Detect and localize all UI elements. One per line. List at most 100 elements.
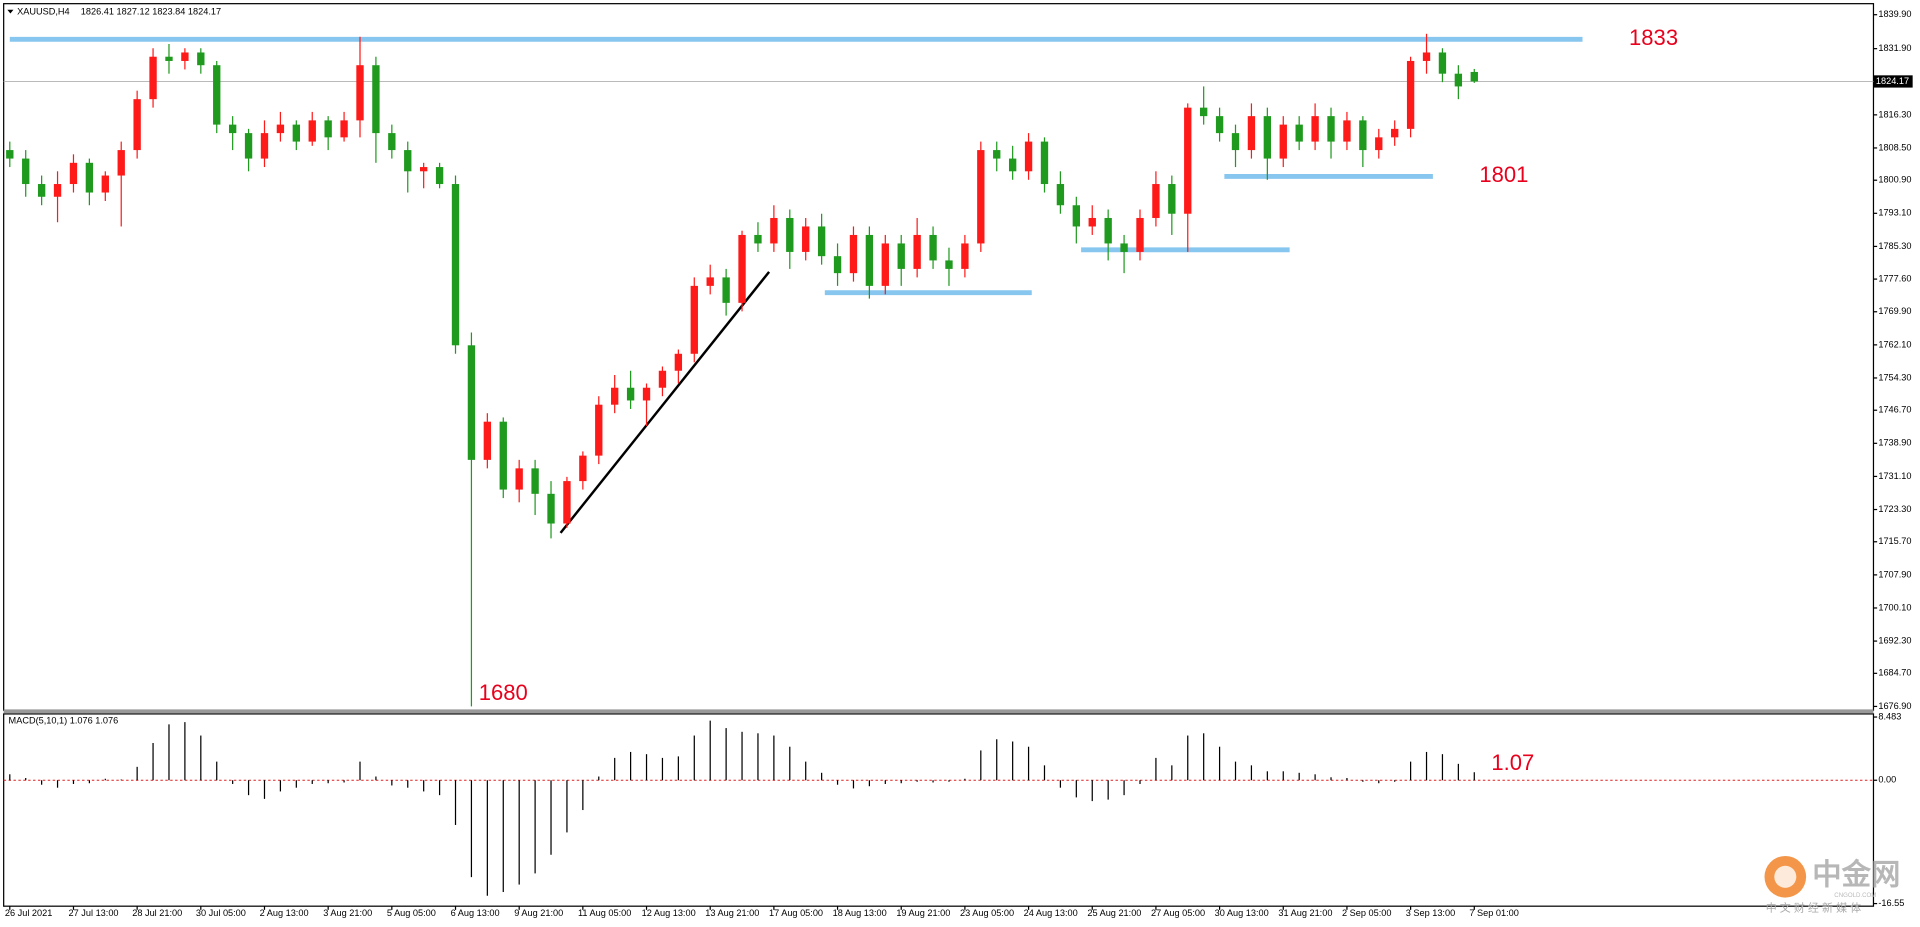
y-tick-label: 1715.70 (1878, 536, 1911, 546)
candle-body (244, 133, 253, 159)
candle-body (611, 387, 619, 405)
candle-body (1311, 116, 1319, 142)
menu-arrow (7, 9, 14, 14)
candle-body (1454, 73, 1463, 87)
candle-body (881, 243, 889, 286)
y-tick-label: 1816.30 (1878, 109, 1911, 119)
candle-body (6, 150, 14, 159)
candle-body (1375, 137, 1383, 151)
x-tick-label: 27 Aug 05:00 (1151, 908, 1205, 918)
candle-body (865, 234, 874, 286)
candle-body (993, 150, 1001, 159)
candle-body (165, 56, 173, 61)
candle-body (913, 234, 921, 269)
x-tick-label: 2 Aug 13:00 (260, 908, 309, 918)
candle-body (595, 404, 603, 456)
candle-body (1024, 141, 1033, 172)
candle-body (1279, 124, 1287, 159)
candle-body (388, 133, 396, 151)
candle-body (1136, 217, 1144, 252)
y-tick-label: 1707.90 (1878, 569, 1911, 579)
ohlc-header: 1826.41 1827.12 1823.84 1824.17 (81, 7, 221, 17)
candle-body (1422, 52, 1431, 61)
x-tick-label: 5 Aug 05:00 (387, 908, 436, 918)
x-tick-label: 7 Sep 01:00 (1469, 908, 1518, 918)
candle-body (356, 65, 364, 121)
x-tick-label: 11 Aug 05:00 (578, 908, 631, 918)
candle-body (563, 481, 571, 524)
y-tick-label: 1769.90 (1878, 306, 1911, 316)
candle-body (69, 162, 78, 185)
candle-body (1247, 116, 1256, 151)
y-tick-label: 1700.10 (1878, 602, 1911, 612)
candle-body (579, 455, 587, 482)
candle-body (22, 158, 30, 185)
candle-body (531, 468, 539, 494)
candle-body (1008, 158, 1017, 172)
watermark-name: 中金网 (1812, 858, 1900, 892)
candle-body (1215, 116, 1224, 134)
y-tick-label: -16.55 (1878, 898, 1904, 908)
candle-body (1263, 116, 1272, 159)
x-tick-label: 26 Jul 2021 (5, 908, 52, 918)
x-tick-label: 13 Aug 21:00 (705, 908, 759, 918)
candle-body (1168, 184, 1176, 214)
candle-body (1040, 141, 1049, 185)
x-tick-label: 3 Aug 21:00 (323, 908, 372, 918)
candle-body (1295, 124, 1303, 142)
x-tick-label: 30 Aug 13:00 (1215, 908, 1269, 918)
candle-body (706, 277, 714, 286)
candle-body (547, 493, 555, 524)
candle-body (690, 285, 698, 354)
candle-body (1056, 184, 1065, 206)
candle-body (292, 124, 300, 142)
x-tick-label: 17 Aug 05:00 (769, 908, 823, 918)
y-tick-label: 1831.90 (1878, 43, 1911, 53)
candle-body (420, 167, 428, 172)
candle-body (133, 99, 141, 151)
candle-body (786, 217, 794, 252)
level-label: 1801 (1479, 162, 1528, 187)
y-tick-label: 1731.10 (1878, 471, 1911, 481)
candle-body (372, 65, 380, 134)
y-tick-label: 1692.30 (1878, 636, 1911, 646)
candle-body (849, 234, 858, 274)
x-tick-label: 9 Aug 21:00 (514, 908, 563, 918)
y-tick-label: 1762.10 (1878, 339, 1911, 349)
candle-body (228, 124, 237, 134)
candle-body (1406, 60, 1415, 129)
candle-body (674, 353, 683, 371)
candle-body (1391, 128, 1399, 138)
y-tick-label: 1738.90 (1878, 438, 1911, 448)
candle-body (324, 120, 332, 138)
candle-body (1184, 107, 1192, 214)
candle-body (308, 120, 316, 142)
y-tick-label: 1839.90 (1878, 9, 1911, 19)
x-tick-label: 3 Sep 13:00 (1406, 908, 1455, 918)
candle-body (1438, 52, 1447, 74)
macd-annotation: 1.07 (1491, 750, 1534, 775)
candle-body (53, 184, 62, 197)
y-tick-label: 1684.70 (1878, 668, 1911, 678)
candle-body (515, 468, 523, 490)
candle-body (754, 234, 762, 244)
x-tick-label: 28 Jul 21:00 (132, 908, 182, 918)
candle-body (1343, 120, 1351, 142)
candle-body (1072, 205, 1080, 227)
x-tick-label: 30 Jul 05:00 (196, 908, 246, 918)
candle-body (213, 65, 221, 125)
candle-body (197, 52, 205, 66)
watermark-slogan: 中 文 财 经 新 媒 体 (1766, 901, 1861, 915)
y-tick-label: 1808.50 (1878, 142, 1911, 152)
candle-body (1327, 116, 1335, 142)
current-price-box (1873, 75, 1913, 88)
candle-body (435, 167, 444, 185)
candle-body (833, 256, 842, 274)
candle-body (101, 175, 109, 193)
candle-body (817, 226, 826, 257)
candle-body (1088, 217, 1096, 227)
candle-body (404, 150, 412, 172)
watermark-site: CNGOLD.COM (1834, 892, 1876, 899)
y-tick-label: 8.483 (1878, 711, 1901, 721)
